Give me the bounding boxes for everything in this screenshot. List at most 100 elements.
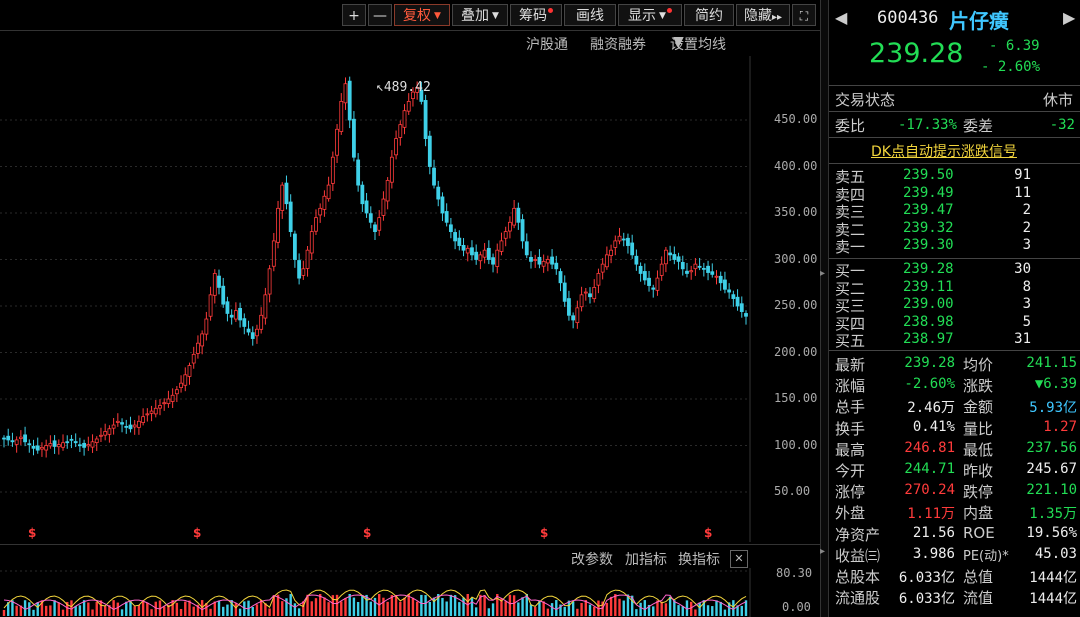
switch-indicator-button[interactable]: 换指标 [678,552,720,568]
diejia-button[interactable]: 叠加 ▼ [452,4,508,26]
candle [727,283,732,299]
volume-bar [192,606,195,616]
volume-bar [694,609,697,616]
volume-bar [331,595,335,616]
volume-bar [188,600,191,616]
change-params-button[interactable]: 改参数 [571,552,613,568]
volume-bar [133,606,136,616]
volume-bar [512,595,516,616]
candlestick-chart[interactable] [0,56,820,542]
jianyue-button[interactable]: 简约 [684,4,734,26]
volume-bar [179,608,183,616]
candle [217,269,221,295]
huaxian-button[interactable]: 画线 [564,4,616,26]
volume-bar [593,606,596,616]
stat-label: 换手 [835,419,866,438]
candle [718,271,723,291]
candle [204,311,209,341]
candle [364,192,369,218]
volume-bar [542,601,545,616]
candle [495,243,500,274]
dividend-marker-icon[interactable]: $ [28,526,37,540]
volume-bar [677,605,680,616]
xianshi-button[interactable]: 显示 ▼ [618,4,682,26]
dividend-marker-icon[interactable]: $ [540,526,549,540]
candle [368,206,373,229]
fullscreen-button[interactable]: ⛶ [792,4,816,26]
volume-bar [238,608,242,616]
candle [271,232,276,272]
stat-label: 最新 [835,356,866,374]
buy-price: 239.00 [903,296,954,312]
dividend-marker-icon[interactable]: $ [193,526,202,540]
volume-bar [116,602,120,616]
sell-price: 239.50 [903,167,954,183]
panel-splitter[interactable] [820,0,829,617]
stat-label: 外盘 [835,504,866,523]
y-tick-label: 300.00 [774,251,818,266]
volume-bar [293,603,297,616]
dividend-marker-icon[interactable]: $ [704,526,713,540]
yincang-label: 隐藏 [743,8,772,24]
volume-bar [82,600,86,616]
hugutong-link[interactable]: 沪股通 [526,37,568,53]
fuquan-button[interactable]: 复权 ▼ [394,4,450,26]
volume-bar [255,604,259,616]
volume-bar [546,608,550,616]
stock-code: 600436 [877,8,939,28]
stat-label: 最高 [835,440,866,459]
candle [107,425,112,443]
candle [18,430,23,445]
collapse-arrow-icon[interactable]: ▸ [820,546,826,557]
plus-icon: + [348,8,360,24]
collapse-arrow-icon[interactable]: ▸ [820,268,826,279]
candle [301,260,306,280]
candle [35,437,40,454]
volume-tick-bottom: 0.00 [782,600,811,614]
volume-bar [491,603,495,616]
volume-bar [635,609,638,616]
candle [99,427,103,443]
volume-bar [529,604,533,616]
prev-stock-icon[interactable]: ◀ [835,8,848,27]
volume-bar [622,600,625,616]
chouma-button[interactable]: 筹码 [510,4,562,26]
candle [524,233,529,259]
volume-bar [146,602,149,616]
candle [575,300,580,329]
candle [558,268,563,292]
add-indicator-button[interactable]: 加指标 [625,552,667,568]
diejia-label: 叠加 [461,8,490,24]
candle [221,277,226,308]
candle [288,194,293,237]
volume-bar [348,594,351,616]
candle [330,151,335,191]
volume-bar [28,602,31,616]
candle [672,246,677,265]
dk-signal-link[interactable]: DK点自动提示涨跌信号 [871,144,1017,160]
volume-bar [415,601,419,616]
volume-bar [567,600,571,616]
volume-bar [36,602,39,616]
buy-volume: 5 [1022,313,1031,330]
y-tick-label: 200.00 [774,344,818,359]
candle [604,246,609,270]
volume-ma-line [3,594,747,611]
close-indicator-button[interactable]: ✕ [730,550,748,568]
volume-bar [66,601,69,616]
volume-chart[interactable] [0,568,820,617]
stat-value: 221.10 [1026,482,1077,499]
zoom-in-button[interactable]: + [342,4,366,26]
candle [128,416,133,433]
yincang-button[interactable]: 隐藏▸▸ [736,4,790,26]
candle [179,375,183,393]
candle [10,432,15,447]
volume-bar [49,605,52,616]
zoom-out-button[interactable]: — [368,4,392,26]
volume-bar [618,598,621,616]
dividend-marker-icon[interactable]: $ [363,526,372,540]
next-stock-icon[interactable]: ▶ [1063,8,1076,27]
volume-bar [222,606,225,616]
volume-bar [15,605,18,616]
rongzi-link[interactable]: 融资融券 [590,37,646,53]
